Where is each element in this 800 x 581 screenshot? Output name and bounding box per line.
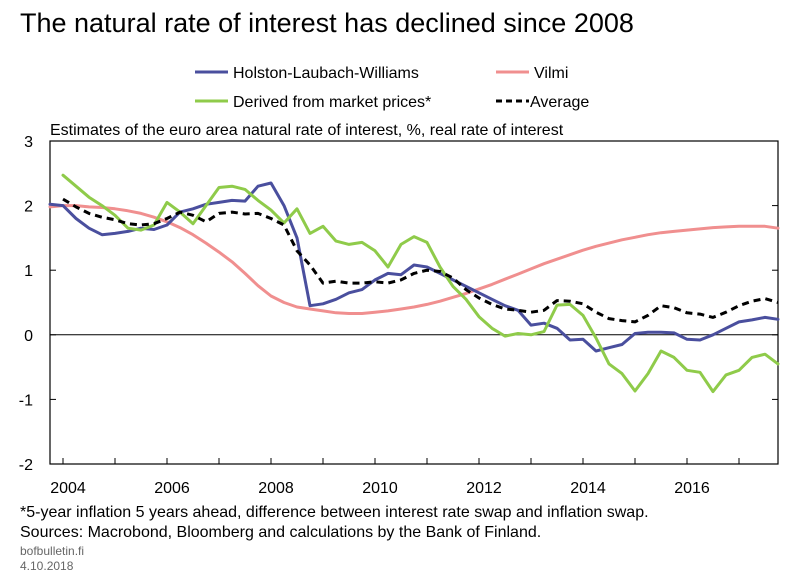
y-tick-label: -1	[19, 392, 33, 409]
x-tick-label: 2010	[362, 480, 398, 497]
y-tick-label: 1	[24, 263, 33, 280]
footnote: *5-year inflation 5 years ahead, differe…	[20, 504, 649, 521]
y-tick-label: 2	[24, 199, 33, 216]
average-line	[62, 197, 779, 324]
legend-item-holston: Holston-Laubach-Williams	[195, 65, 419, 82]
y-tick-label: 3	[24, 134, 33, 151]
date-label: 4.10.2018	[20, 559, 74, 573]
plot-frame	[49, 140, 779, 465]
x-tick-label: 2012	[466, 480, 502, 497]
legend-label-holston: Holston-Laubach-Williams	[233, 65, 419, 82]
legend-item-market: Derived from market prices*	[195, 94, 431, 111]
holston-laubach-williams-line	[48, 181, 780, 353]
legend-label-average: Average	[530, 94, 589, 111]
legend: Holston-Laubach-Williams Vilmi Derived f…	[195, 65, 589, 111]
x-tick-label: 2004	[50, 480, 86, 497]
x-axis: 2004 2006 2008 2010 2012 2014 2016	[50, 458, 740, 497]
site-label: bofbulletin.fi	[20, 544, 84, 558]
x-tick-label: 2016	[674, 480, 710, 497]
legend-label-vilmi: Vilmi	[534, 65, 568, 82]
x-tick-label: 2014	[570, 480, 606, 497]
legend-label-market: Derived from market prices*	[233, 94, 431, 111]
chart-subtitle: Estimates of the euro area natural rate …	[50, 122, 564, 139]
sources: Sources: Macrobond, Bloomberg and calcul…	[20, 524, 541, 541]
y-axis: 3 2 1 0 -1 -2	[19, 134, 778, 474]
legend-item-vilmi: Vilmi	[496, 65, 568, 82]
legend-item-average: Average	[496, 94, 589, 111]
x-tick-label: 2006	[154, 480, 190, 497]
series-layer	[48, 173, 780, 394]
y-tick-label: -2	[19, 457, 33, 474]
market-prices-line	[61, 173, 780, 394]
chart-title: The natural rate of interest has decline…	[20, 8, 634, 38]
x-tick-label: 2008	[258, 480, 294, 497]
y-tick-label: 0	[24, 328, 33, 345]
vilmi-line	[48, 204, 780, 315]
